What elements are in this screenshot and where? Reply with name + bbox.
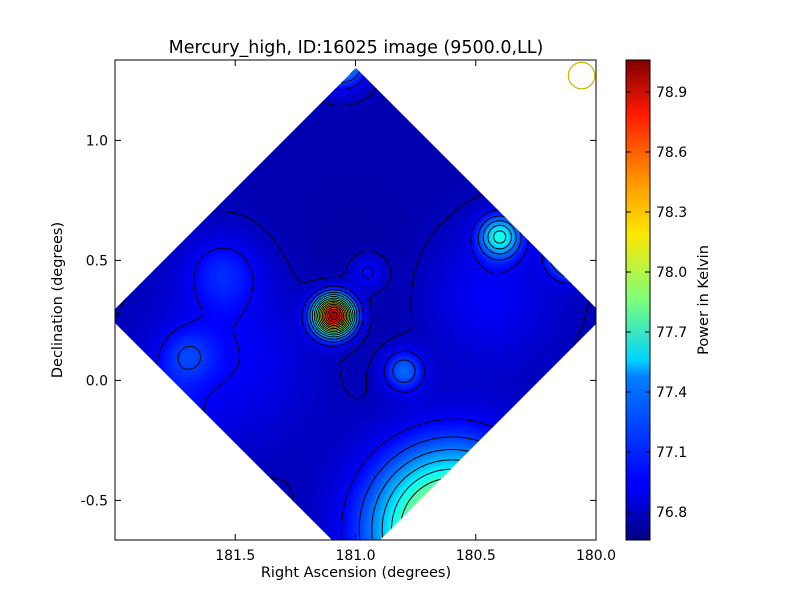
x-axis-label: Right Ascension (degrees)	[261, 565, 451, 581]
colorbar-tick-label: 78.3	[656, 205, 687, 221]
contour-level	[321, 303, 346, 328]
colorbar-tick-label: 77.1	[656, 445, 687, 461]
chart-title: Mercury_high, ID:16025 image (9500.0,LL)	[169, 38, 544, 58]
plot-area	[115, 61, 596, 540]
x-tick-label: 180.5	[456, 548, 496, 564]
x-tick-label: 180.0	[576, 548, 616, 564]
colorbar	[625, 59, 651, 541]
y-tick-label: 0.5	[86, 253, 108, 269]
contour-level	[329, 311, 338, 321]
colorbar-tick-label: 77.4	[656, 385, 687, 401]
contour-level	[326, 308, 341, 323]
y-axis-label: Declination (degrees)	[50, 222, 66, 378]
x-tick-label: 181.5	[215, 548, 255, 564]
heatmap-image	[115, 68, 596, 540]
colorbar-tick-label: 78.6	[656, 145, 687, 161]
contour-level	[323, 305, 345, 327]
y-axis-ticks: 1.0 0.5 0.0 -0.5	[81, 133, 596, 509]
x-axis-ticks: 181.5 181.0 180.5 180.0	[215, 60, 616, 564]
colorbar-tick-label: 77.7	[656, 325, 687, 341]
colorbar-label: Power in Kelvin	[696, 245, 712, 355]
x-tick-label: 181.0	[335, 548, 375, 564]
colorbar-tick-label: 76.8	[656, 505, 687, 521]
colorbar-tick-label: 78.0	[656, 265, 687, 281]
contour-level	[325, 306, 343, 325]
y-tick-label: 0.0	[86, 373, 108, 389]
y-tick-label: 1.0	[86, 133, 108, 149]
colorbar-ticks: 76.8 77.1 77.4 77.7 78.0 78.3 78.6 78.9	[626, 85, 687, 521]
colorbar-tick-label: 78.9	[656, 85, 687, 101]
y-tick-label: -0.5	[81, 493, 108, 509]
beam-marker	[567, 61, 596, 90]
